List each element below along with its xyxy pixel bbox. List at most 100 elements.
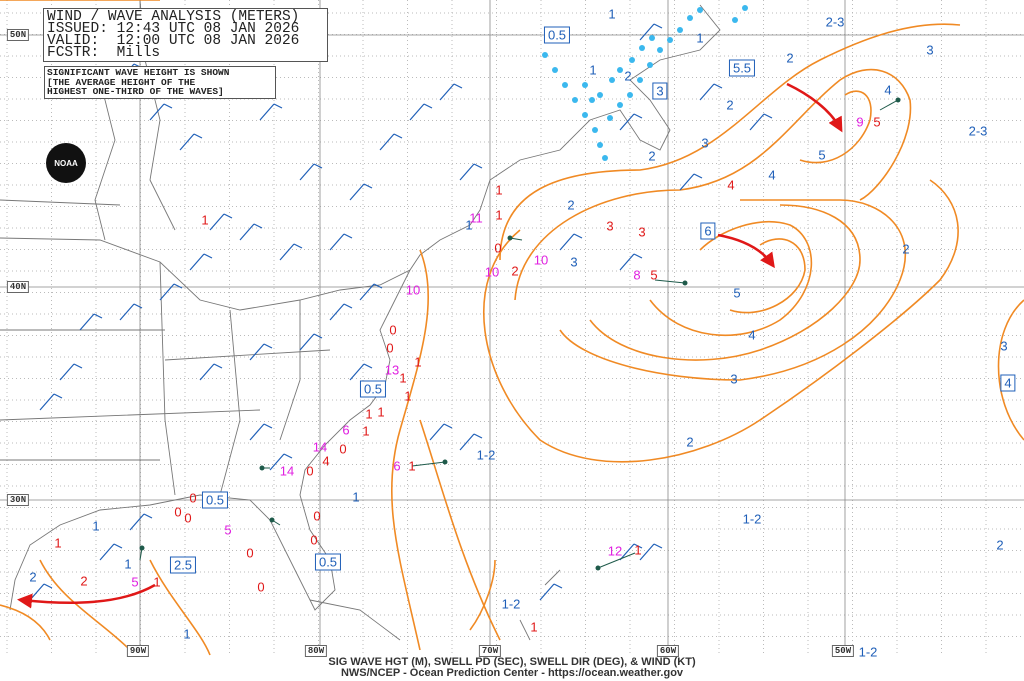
wave-center-box: 3 bbox=[652, 82, 668, 100]
wind-barb-feather bbox=[453, 83, 463, 89]
lon-label-60w: 60W bbox=[656, 645, 680, 657]
wind-barb bbox=[299, 333, 315, 351]
wave-height-contour bbox=[559, 199, 907, 381]
contour-label: 2 bbox=[624, 68, 632, 84]
sea-height-value: 0 bbox=[257, 579, 265, 595]
sea-height-value: 5 bbox=[650, 267, 658, 283]
sea-height-value: 1 bbox=[201, 212, 209, 228]
wind-barb-feather bbox=[363, 363, 373, 369]
wind-barb-feather bbox=[653, 23, 663, 29]
ice-edge-dot bbox=[602, 155, 608, 161]
ice-edge-dot bbox=[732, 17, 738, 23]
swell-period-value: 14 bbox=[312, 439, 328, 455]
lon-label-90w: 90W bbox=[126, 645, 150, 657]
swell-arrow-head bbox=[507, 235, 513, 241]
contour-label: 3 bbox=[1000, 338, 1008, 354]
system-movement-arrow bbox=[786, 82, 843, 133]
wind-barb bbox=[349, 363, 365, 381]
wind-barb bbox=[159, 283, 175, 301]
wind-barb-feather bbox=[73, 363, 83, 369]
wind-barb bbox=[269, 453, 285, 471]
swell-period-value: 9 bbox=[856, 114, 864, 130]
wind-barb-feather bbox=[473, 433, 483, 439]
wind-barb-feather bbox=[633, 253, 643, 259]
footer-legend: SIG WAVE HGT (M), SWELL PD (SEC), SWELL … bbox=[328, 656, 696, 668]
wind-barb-feather bbox=[193, 133, 203, 139]
wind-barb-feather bbox=[223, 213, 233, 219]
wave-center-box: 4 bbox=[1000, 374, 1016, 392]
sea-height-value: 1 bbox=[404, 388, 412, 404]
swell-period-value: 12 bbox=[607, 543, 623, 559]
note-line: HIGHEST ONE-THIRD OF THE WAVES] bbox=[47, 86, 224, 97]
ice-edge-dot bbox=[607, 115, 613, 121]
contour-label: 2 bbox=[648, 148, 656, 164]
wind-barb-feather bbox=[693, 173, 703, 179]
wind-barb-feather bbox=[313, 163, 323, 169]
lat-label-50n: 50N bbox=[6, 29, 30, 41]
swell-arrow-head bbox=[259, 465, 265, 471]
ice-edge-dot bbox=[589, 97, 595, 103]
wind-barb bbox=[639, 23, 655, 41]
ice-edge-dot bbox=[592, 127, 598, 133]
coastline bbox=[0, 4, 721, 311]
contour-label: 1-2 bbox=[858, 644, 878, 660]
wind-barb-feather bbox=[573, 233, 583, 239]
wind-barb-feather bbox=[363, 183, 373, 189]
sea-height-value: 0 bbox=[310, 532, 318, 548]
wind-barb bbox=[129, 513, 145, 531]
coastline bbox=[0, 329, 331, 461]
wind-barb-feather bbox=[473, 163, 483, 169]
wind-barb bbox=[539, 583, 555, 601]
wind-barb bbox=[209, 213, 225, 231]
swell-arrow-head bbox=[895, 97, 901, 103]
wave-height-contour bbox=[514, 68, 912, 301]
lon-label-70w: 70W bbox=[478, 645, 502, 657]
lon-label-80w: 80W bbox=[304, 645, 328, 657]
sea-height-value: 1 bbox=[495, 207, 503, 223]
contour-label: 2-3 bbox=[825, 14, 845, 30]
wave-center-box: 2.5 bbox=[169, 556, 197, 574]
wind-barb-feather bbox=[553, 583, 563, 589]
sea-height-value: 0 bbox=[184, 510, 192, 526]
ice-edge-dot bbox=[582, 82, 588, 88]
wave-center-box: 0.5 bbox=[359, 380, 387, 398]
contour-label: 3 bbox=[701, 135, 709, 151]
sea-height-value: 0 bbox=[246, 545, 254, 561]
wind-barb-feather bbox=[133, 303, 143, 309]
contour-label: 2 bbox=[29, 569, 37, 585]
contour-label: 2 bbox=[996, 537, 1004, 553]
wind-barb-feather bbox=[293, 243, 303, 249]
wave-height-contour bbox=[482, 179, 959, 463]
wind-barb-feather bbox=[113, 543, 123, 549]
wind-barb bbox=[189, 253, 205, 271]
wind-barb-feather bbox=[653, 543, 663, 549]
contour-label: 4 bbox=[748, 327, 756, 343]
wind-barb bbox=[199, 363, 215, 381]
wind-barb bbox=[429, 423, 445, 441]
ice-edge-dot bbox=[667, 37, 673, 43]
wind-barb-feather bbox=[203, 253, 213, 259]
wind-barb-feather bbox=[263, 343, 273, 349]
wind-barb bbox=[559, 233, 575, 251]
forecaster: FCSTR: Mills bbox=[47, 45, 161, 61]
sea-height-value: 4 bbox=[322, 453, 330, 469]
sea-height-value: 0 bbox=[189, 490, 197, 506]
swell-period-value: 5 bbox=[224, 522, 232, 538]
swell-arrow-head bbox=[595, 565, 601, 571]
contour-label: 1 bbox=[124, 556, 132, 572]
contour-label: 1 bbox=[589, 62, 597, 78]
wave-height-contour bbox=[799, 90, 872, 164]
contour-label: 2 bbox=[786, 50, 794, 66]
wind-barb-feather bbox=[313, 333, 323, 339]
wind-barb bbox=[149, 103, 165, 121]
swell-period-value: 10 bbox=[533, 252, 549, 268]
swell-arrow-head bbox=[139, 545, 145, 551]
sea-height-value: 1 bbox=[377, 404, 385, 420]
contour-label: 1 bbox=[183, 626, 191, 642]
wind-barb bbox=[29, 583, 45, 601]
contour-label: 1 bbox=[352, 489, 360, 505]
sea-height-value: 4 bbox=[727, 177, 735, 193]
wave-center-box: 0.5 bbox=[543, 26, 571, 44]
ice-edge-dot bbox=[617, 67, 623, 73]
ice-edge-dot bbox=[742, 5, 748, 11]
